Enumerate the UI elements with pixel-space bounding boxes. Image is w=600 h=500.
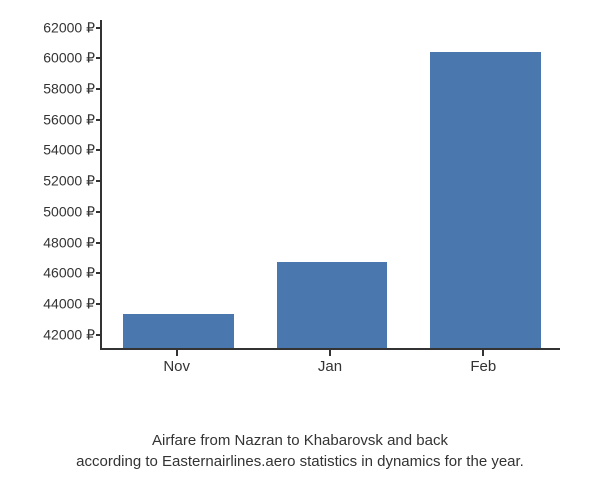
y-tick-mark (96, 272, 102, 274)
y-tick-mark (96, 88, 102, 90)
airfare-bar-chart: 42000 ₽ 44000 ₽ 46000 ₽ 48000 ₽ 50000 ₽ 52000… (20, 10, 580, 390)
y-tick-mark (96, 119, 102, 121)
y-tick-label: 42000 ₽ (25, 326, 95, 343)
y-tick-mark (96, 211, 102, 213)
caption-line-2: according to Easternairlines.aero statis… (76, 453, 524, 470)
plot-area (100, 20, 560, 350)
y-tick-mark (96, 334, 102, 336)
y-tick-mark (96, 149, 102, 151)
y-tick-mark (96, 27, 102, 29)
x-tick-label: Feb (470, 358, 496, 375)
y-tick-label: 54000 ₽ (25, 142, 95, 159)
x-tick-label: Jan (318, 358, 342, 375)
y-tick-label: 52000 ₽ (25, 173, 95, 190)
x-tick-label: Nov (163, 358, 190, 375)
bar (430, 52, 540, 348)
bar (123, 314, 233, 348)
bar (277, 262, 387, 348)
x-tick-mark (329, 350, 331, 356)
caption-line-1: Airfare from Nazran to Khabarovsk and ba… (152, 432, 448, 449)
y-tick-label: 46000 ₽ (25, 265, 95, 282)
y-tick-mark (96, 180, 102, 182)
y-tick-mark (96, 57, 102, 59)
y-tick-label: 60000 ₽ (25, 50, 95, 67)
chart-caption: Airfare from Nazran to Khabarovsk and ba… (0, 430, 600, 472)
y-tick-label: 44000 ₽ (25, 295, 95, 312)
x-tick-mark (176, 350, 178, 356)
y-tick-label: 48000 ₽ (25, 234, 95, 251)
y-tick-mark (96, 242, 102, 244)
y-tick-label: 50000 ₽ (25, 203, 95, 220)
y-tick-label: 58000 ₽ (25, 81, 95, 98)
x-tick-mark (482, 350, 484, 356)
y-tick-label: 56000 ₽ (25, 111, 95, 128)
y-tick-mark (96, 303, 102, 305)
y-tick-label: 62000 ₽ (25, 19, 95, 36)
